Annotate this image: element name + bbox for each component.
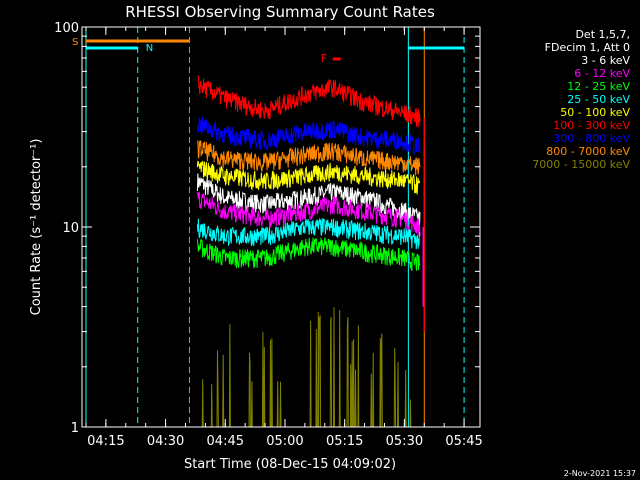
y-axis-label: Count Rate (s⁻¹ detector⁻¹) <box>29 139 44 316</box>
saa-flag-label: S <box>72 37 78 48</box>
series-line-4 <box>196 160 421 195</box>
legend-entry-0: 3 - 6 keV <box>581 54 630 67</box>
x-tick-label-0: 04:15 <box>87 434 124 449</box>
legend-entry-5: 100 - 300 keV <box>553 119 630 132</box>
series-line-5 <box>197 75 421 128</box>
y-tick-label-0: 1 <box>71 421 79 436</box>
series-line-6 <box>196 116 421 154</box>
flag-bars: S N F <box>72 37 465 65</box>
legend-entry-6: 300 - 800 keV <box>553 132 630 145</box>
legend-entry-7: 800 - 7000 keV <box>546 145 630 158</box>
legend-header-line-1: Det 1,5,7, <box>575 28 630 41</box>
x-tick-label-5: 05:30 <box>386 434 423 449</box>
x-tick-label-2: 04:45 <box>207 434 244 449</box>
y-axis: 1 10 100 <box>54 21 480 436</box>
x-tick-label-3: 05:00 <box>266 434 303 449</box>
x-tick-label-1: 04:30 <box>147 434 184 449</box>
series-line-2 <box>196 237 421 272</box>
chart-title: RHESSI Observing Summary Count Rates <box>125 3 435 21</box>
legend-entry-3: 25 - 50 keV <box>567 93 630 106</box>
x-tick-label-4: 05:15 <box>326 434 363 449</box>
legend-header-line-2: FDecim 1, Att 0 <box>545 41 630 54</box>
flare-flag-label: F <box>321 52 327 65</box>
footer-date: 2-Nov-2021 15:37 <box>564 469 636 478</box>
x-tick-label-6: 05:45 <box>445 434 482 449</box>
legend-entry-2: 12 - 25 keV <box>567 80 630 93</box>
plot-marks <box>85 27 465 428</box>
x-axis: 04:15 04:30 04:45 05:00 05:15 05:30 05:45 <box>85 27 483 449</box>
series-line-7 <box>196 140 421 176</box>
night-flag-label: N <box>146 43 153 54</box>
legend-entry-8: 7000 - 15000 keV <box>532 158 630 171</box>
y-tick-label-1: 10 <box>62 221 79 236</box>
legend-entry-4: 50 - 100 keV <box>560 106 630 119</box>
series-line-0 <box>196 173 421 226</box>
y-tick-label-2: 100 <box>54 21 79 36</box>
x-axis-label: Start Time (08-Dec-15 04:09:02) <box>184 457 396 472</box>
series-line-3 <box>196 217 421 250</box>
series-line-1 <box>196 191 421 237</box>
legend-entry-1: 6 - 12 keV <box>574 67 630 80</box>
